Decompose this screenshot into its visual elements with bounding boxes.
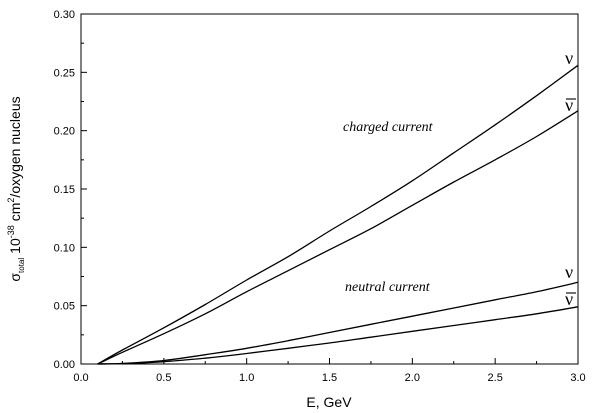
y-axis-title: σtotal 10-38 cm2/oxygen nucleus (6, 96, 26, 281)
x-tick-label: 1.0 (239, 372, 254, 384)
plot-frame (80, 13, 579, 365)
x-tick-label: 1.5 (322, 372, 337, 384)
y-axis-subscript: total (17, 258, 26, 273)
y-axis-sigma: σ (7, 273, 23, 282)
y-tick-label: 0.10 (54, 242, 75, 254)
series-label-nubar-charged: ν (565, 95, 573, 115)
curve-nu-charged-current (97, 64, 579, 365)
series-label-nubar-neutral: ν (565, 289, 573, 309)
x-axis: 0.0 0.5 1.0 1.5 2.0 2.5 3.0 (73, 358, 586, 384)
x-tick-label: 2.5 (488, 372, 503, 384)
y-tick-label: 0.30 (54, 9, 75, 21)
y-axis-exponent-b: 2 (6, 198, 16, 203)
annotation-neutral-current: neutral current (345, 280, 431, 295)
curve-nubar-neutral-current (97, 306, 579, 365)
curve-nubar-charged-current (97, 110, 579, 365)
x-tick-label: 0.5 (156, 372, 171, 384)
annotation-charged-current: charged current (343, 120, 434, 135)
curve-nu-neutral-current (97, 281, 579, 365)
x-tick-label: 3.0 (570, 372, 585, 384)
series-curves (97, 64, 579, 365)
x-tick-label: 2.0 (405, 372, 420, 384)
y-tick-label: 0.15 (54, 184, 75, 196)
y-axis-unit-prefix: 10 (7, 238, 23, 254)
y-axis-unit-suffix: /oxygen nucleus (7, 96, 23, 197)
y-axis-exponent-a: -38 (6, 225, 16, 238)
y-tick-label: 0.05 (54, 301, 75, 313)
x-axis-title: E, GeV (306, 394, 352, 410)
y-axis: 0.00 0.05 0.10 0.15 0.20 0.25 0.30 (54, 9, 87, 371)
x-tick-label: 0.0 (73, 372, 88, 384)
y-tick-label: 0.25 (54, 67, 75, 79)
y-tick-label: 0.20 (54, 126, 75, 138)
y-axis-unit-mid: cm (7, 203, 23, 222)
series-label-nu-charged: ν (565, 48, 573, 68)
y-tick-label: 0.00 (54, 359, 75, 371)
series-label-nu-neutral: ν (565, 262, 573, 282)
